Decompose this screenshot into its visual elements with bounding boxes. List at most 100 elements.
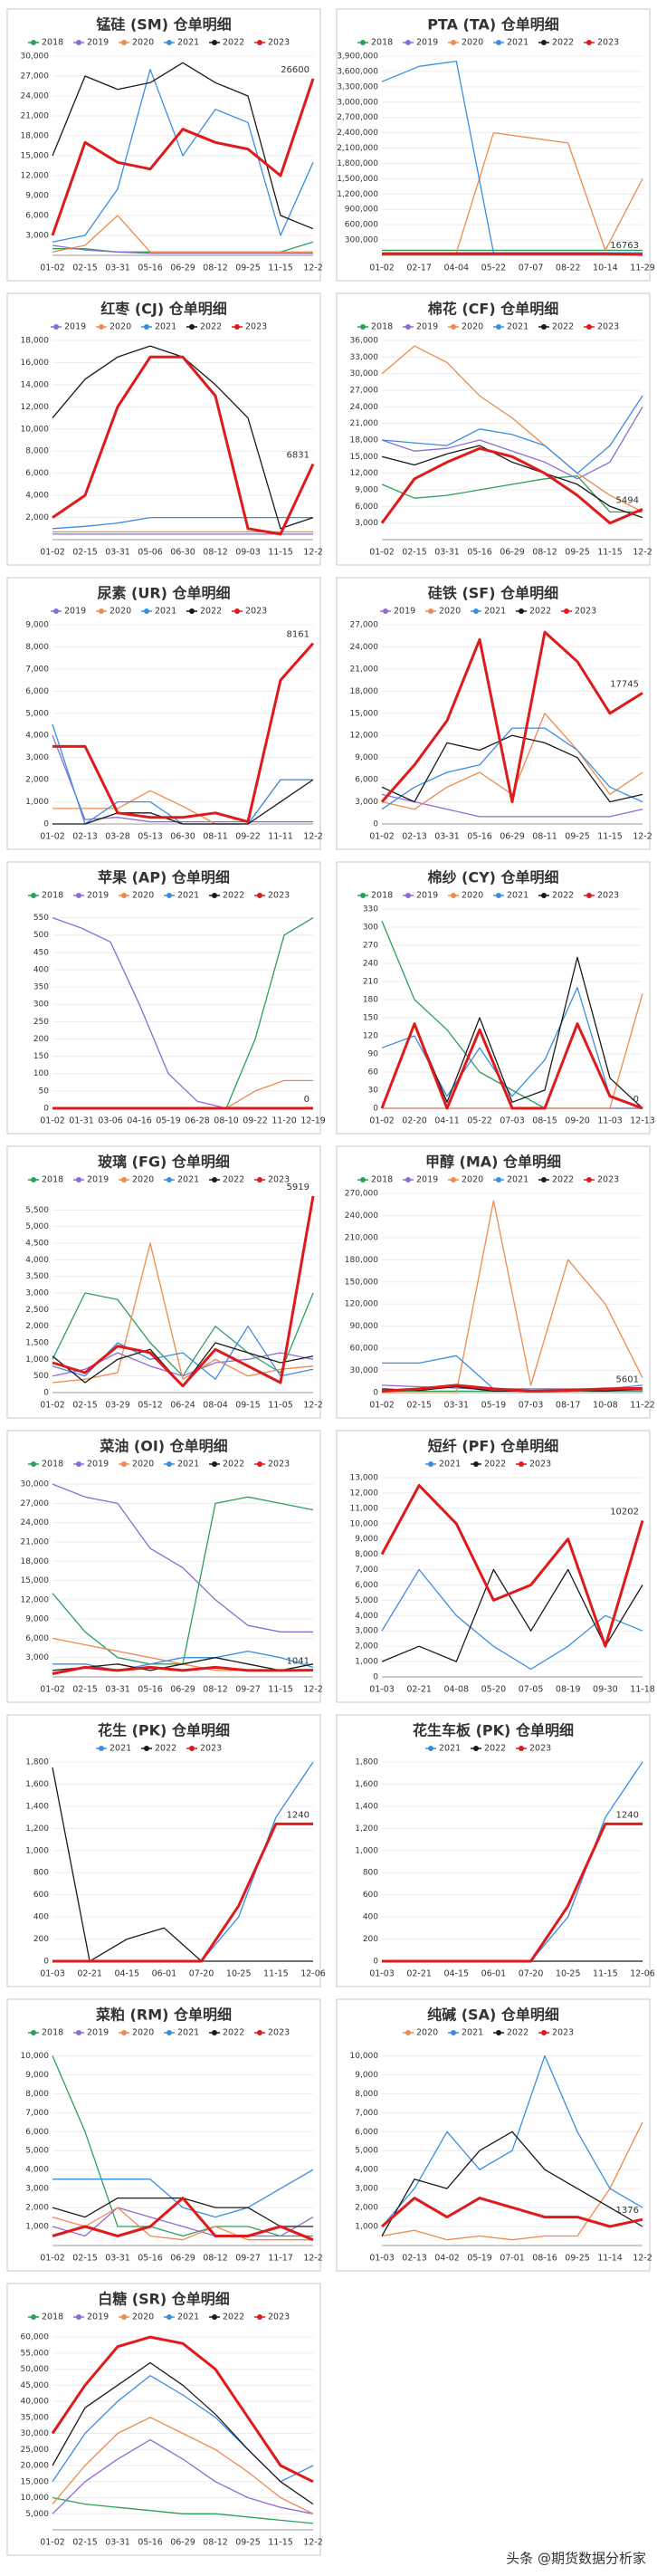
legend-label: 2023	[529, 1744, 551, 1754]
x-tick-label: 05-12	[138, 1401, 163, 1411]
y-tick-label: 3,000	[25, 2185, 49, 2194]
legend-label: 2023	[597, 1175, 619, 1185]
legend-label: 2019	[87, 891, 109, 901]
x-tick-label: 08-12	[203, 548, 228, 558]
x-tick-label: 11-03	[597, 1116, 623, 1126]
legend-marker	[541, 893, 547, 898]
y-tick-label: 12,000	[350, 1489, 379, 1498]
legend-marker	[564, 608, 569, 614]
legend-label: 2018	[42, 1175, 63, 1185]
legend-marker	[31, 1461, 36, 1467]
series-line	[381, 1568, 643, 1662]
legend-label: 2022	[507, 2028, 528, 2038]
legend-marker	[451, 324, 456, 330]
series-line	[52, 734, 313, 823]
y-tick-label: 1,000	[25, 798, 49, 807]
y-tick-label: 12,000	[21, 1595, 50, 1604]
x-tick-label: 12-2	[633, 832, 652, 842]
annotation: 17745	[610, 679, 639, 689]
y-tick-label: 4,500	[25, 1240, 49, 1249]
y-tick-label: 0	[373, 1673, 378, 1682]
chart-panel: 棉花 (CF) 仓单明细 2018 2019 2020 2021 2022 2023 3,00…	[336, 292, 652, 566]
legend-marker	[212, 1177, 217, 1183]
y-tick-label: 210	[363, 978, 378, 987]
chart-title: 玻璃 (FG) 仓单明细	[98, 1154, 230, 1171]
x-tick-label: 10-25	[226, 1969, 252, 1979]
y-tick-label: 8,000	[25, 447, 49, 456]
legend-marker	[144, 608, 149, 614]
y-tick-label: 13,000	[350, 1474, 379, 1483]
legend-marker	[76, 1461, 81, 1467]
x-tick-label: 02-21	[406, 1969, 432, 1979]
y-tick-label: 12,000	[21, 172, 50, 181]
y-tick-label: 3,300,000	[337, 82, 378, 91]
y-tick-label: 9,000	[355, 753, 378, 762]
x-tick-label: 05-16	[138, 2538, 163, 2548]
legend-marker	[405, 1177, 411, 1183]
legend-label: 2019	[416, 322, 438, 332]
annotation: 0	[633, 1095, 639, 1105]
y-tick-label: 27,000	[350, 621, 379, 630]
legend-marker	[451, 893, 456, 898]
y-tick-label: 7,000	[25, 665, 49, 674]
y-tick-label: 240	[363, 960, 378, 969]
chart-title: 短纤 (PF) 仓单明细	[428, 1438, 558, 1455]
y-tick-label: 2,100,000	[337, 144, 378, 153]
x-tick-label: 09-03	[235, 548, 261, 558]
x-tick-label: 08-11	[532, 832, 557, 842]
x-tick-label: 11-15	[593, 1969, 618, 1979]
legend-label: 2020	[416, 2028, 438, 2038]
y-tick-label: 30	[368, 1087, 379, 1096]
legend-label: 2023	[575, 607, 596, 617]
y-tick-label: 6,000	[25, 2128, 49, 2137]
legend-marker	[144, 324, 149, 330]
chart-panel: 锰硅 (SM) 仓单明细 2018 2019 2020 2021 2022 2023 3,00…	[6, 8, 323, 282]
y-tick-label: 800	[33, 1869, 49, 1878]
y-tick-label: 4,000	[355, 2166, 378, 2175]
legend-label: 2022	[552, 1175, 574, 1185]
y-tick-label: 550	[33, 914, 49, 923]
y-tick-label: 5,000	[25, 2147, 49, 2156]
annotation: 16763	[610, 241, 639, 251]
series-line	[52, 2197, 314, 2242]
legend-marker	[383, 608, 388, 614]
legend-marker	[99, 608, 104, 614]
y-tick-label: 210,000	[345, 1233, 378, 1242]
y-tick-label: 4,000	[25, 732, 49, 741]
legend-label: 2020	[132, 1460, 154, 1470]
legend-label: 2022	[223, 2028, 244, 2038]
legend-marker	[360, 40, 366, 45]
legend-marker	[234, 324, 240, 330]
x-tick-label: 04-15	[114, 1969, 139, 1979]
y-tick-label: 3,000	[25, 753, 49, 762]
x-tick-label: 02-15	[72, 2538, 98, 2548]
x-tick-label: 02-15	[402, 548, 427, 558]
x-tick-label: 05-06	[138, 548, 163, 558]
chart-panel: 菜油 (OI) 仓单明细 2018 2019 2020 2021 2022 2023 3,00…	[6, 1430, 323, 1703]
panel	[6, 861, 321, 1135]
legend-marker	[31, 2030, 36, 2035]
y-tick-label: 2,000	[25, 776, 49, 785]
legend-label: 2020	[132, 1175, 154, 1185]
y-tick-label: 2,000	[25, 1322, 49, 1331]
legend-marker	[212, 893, 217, 898]
y-tick-label: 2,400,000	[337, 129, 378, 138]
y-tick-label: 40,000	[21, 2398, 50, 2407]
y-tick-label: 3,000	[355, 1627, 378, 1636]
legend-marker	[519, 1746, 524, 1751]
x-tick-label: 01-02	[369, 263, 395, 273]
legend-label: 2019	[87, 38, 109, 48]
y-tick-label: 10,000	[21, 2494, 50, 2503]
legend-marker	[428, 1461, 433, 1467]
legend-label: 2022	[223, 1175, 244, 1185]
x-tick-label: 09-25	[235, 263, 261, 273]
y-tick-label: 600	[33, 1891, 49, 1900]
y-tick-label: 24,000	[350, 643, 379, 652]
y-tick-label: 1,800	[25, 1758, 49, 1767]
y-tick-label: 35,000	[21, 2413, 50, 2422]
x-tick-label: 01-31	[69, 1116, 94, 1126]
y-tick-label: 3,000	[355, 798, 378, 807]
y-tick-label: 5,000	[25, 1222, 49, 1231]
legend-label: 2020	[439, 607, 461, 617]
y-tick-label: 16,000	[21, 359, 50, 368]
